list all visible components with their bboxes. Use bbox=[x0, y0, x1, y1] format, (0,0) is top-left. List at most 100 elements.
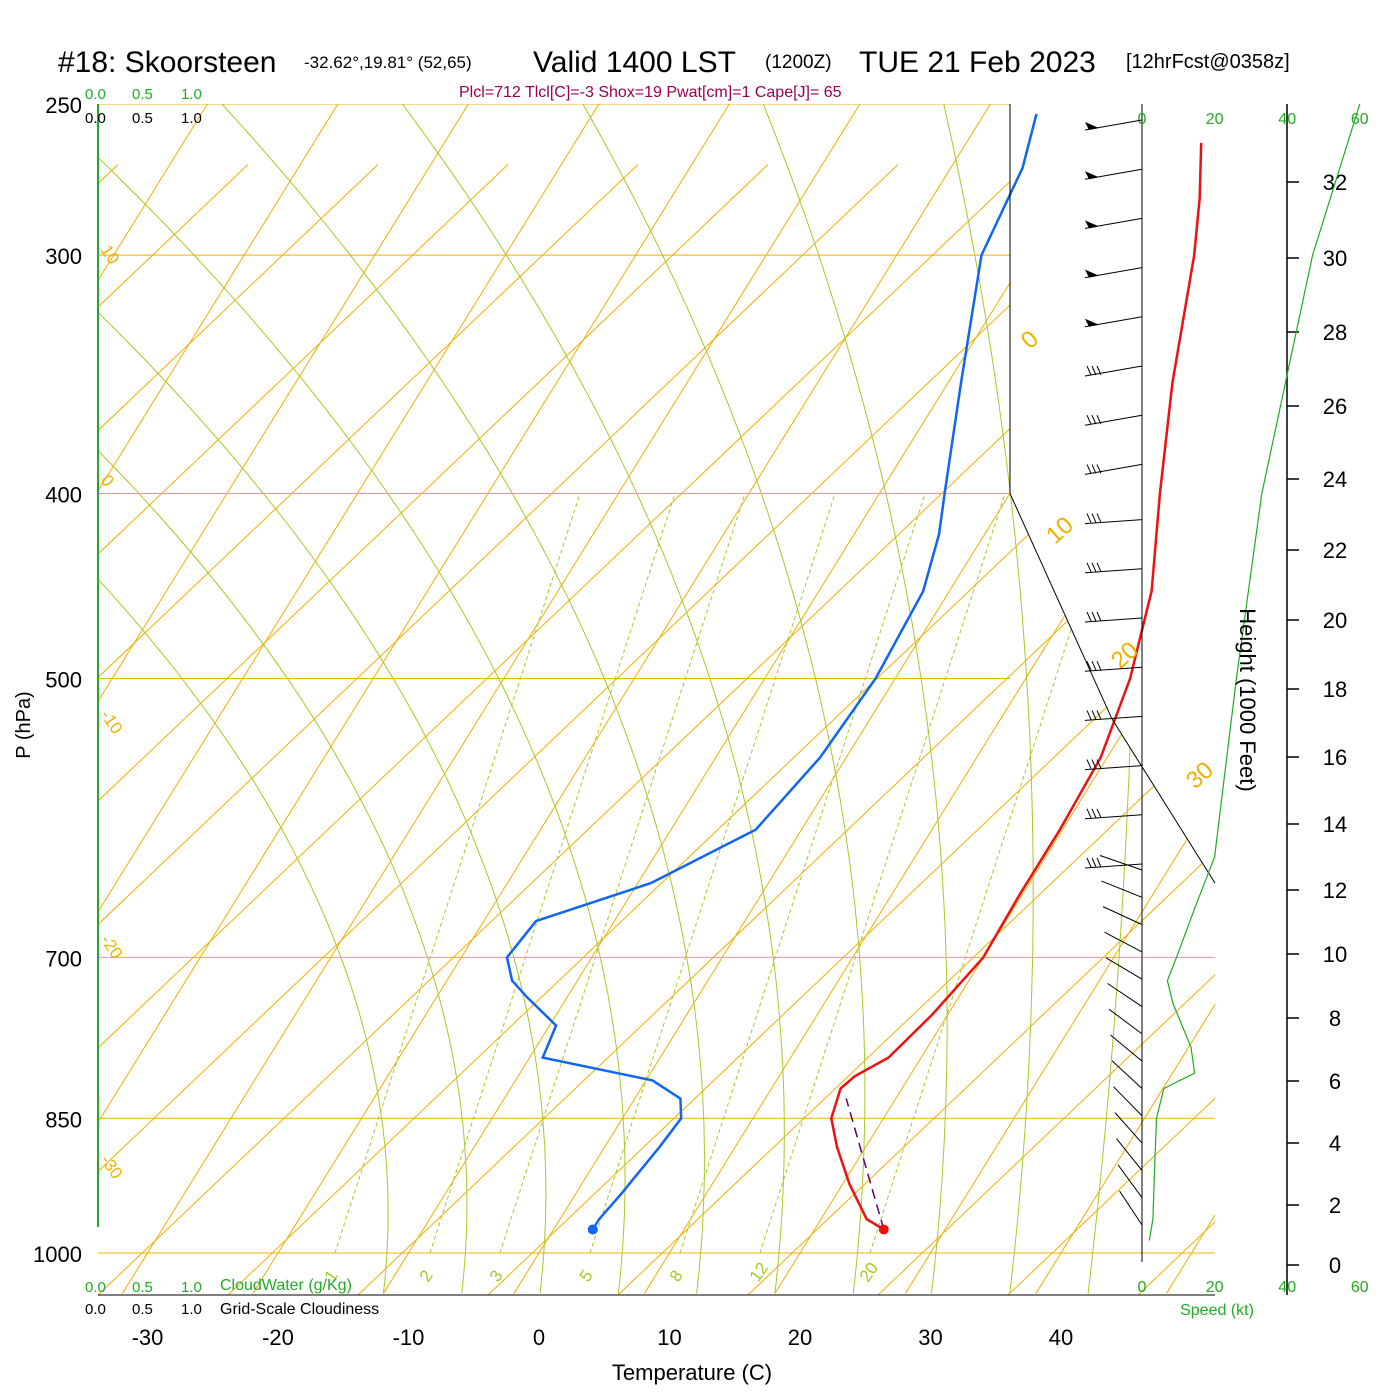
wind-barb bbox=[1084, 562, 1143, 574]
isotherm-line bbox=[644, 104, 1215, 1294]
wind-panel: 0246810121416182022242628303200202040406… bbox=[1084, 103, 1369, 1296]
moist-adiabat-line bbox=[401, 104, 785, 1294]
wind-barb bbox=[1084, 365, 1143, 377]
station-coords: -32.62°,19.81° (52,65) bbox=[304, 53, 472, 72]
wind-barb bbox=[1101, 880, 1143, 898]
dry-adiabat-line bbox=[98, 164, 1029, 1295]
height-tick-label: 10 bbox=[1323, 942, 1347, 967]
wind-barb bbox=[1084, 463, 1143, 475]
pressure-tick-label: 250 bbox=[45, 93, 82, 118]
wind-barb-staff bbox=[1084, 568, 1143, 574]
isotherm-line bbox=[98, 104, 229, 1294]
dry-adiabat-line bbox=[877, 164, 1215, 1295]
wind-barb-feather bbox=[1096, 660, 1102, 671]
dry-adiabat-line bbox=[98, 164, 639, 1295]
cloudiness-tick-0: 0.0 bbox=[85, 110, 106, 127]
wind-barb-staff bbox=[1105, 957, 1143, 980]
wind-barb-feather bbox=[1096, 365, 1102, 376]
wind-barb-feather bbox=[1091, 365, 1097, 376]
height-tick-label: 28 bbox=[1323, 320, 1347, 345]
stability-indices: Plcl=712 Tlcl[C]=-3 Shox=19 Pwat[cm]=1 C… bbox=[459, 84, 842, 101]
dry-adiabat-line bbox=[1007, 164, 1215, 1295]
wind-barb-feather bbox=[1096, 562, 1102, 573]
pressure-tick-label: 400 bbox=[45, 483, 82, 508]
plot-frame bbox=[97, 104, 1216, 1296]
mixing-ratio-label: 3 bbox=[486, 1267, 507, 1286]
wind-barb-staff bbox=[1084, 365, 1143, 377]
dry-adiabat-line bbox=[617, 164, 1215, 1295]
height-tick-label: 0 bbox=[1329, 1253, 1341, 1278]
wind-barb-feather bbox=[1091, 611, 1097, 622]
wind-barb-feather bbox=[1091, 464, 1097, 474]
moist-adiabat-line bbox=[98, 104, 547, 1294]
wind-barb bbox=[1105, 957, 1143, 980]
wind-barb bbox=[1084, 513, 1143, 525]
speed-tick-label-bottom: 0 bbox=[1138, 1279, 1147, 1296]
cloudwater-tick-1: 0.5 bbox=[132, 86, 153, 103]
wind-barb-feather bbox=[1086, 513, 1092, 523]
wind-speed-line bbox=[1148, 103, 1361, 1241]
wind-barb bbox=[1107, 983, 1143, 1007]
wind-barb-staff bbox=[1084, 519, 1143, 525]
temperature-tick-label: 40 bbox=[1049, 1325, 1073, 1350]
cloudiness-label: Grid-Scale Cloudiness bbox=[220, 1301, 379, 1318]
pressure-tick-label: 850 bbox=[45, 1107, 82, 1132]
height-tick-label: 12 bbox=[1323, 878, 1347, 903]
mixing-ratio-line bbox=[499, 493, 746, 1254]
wind-barb-staff bbox=[1114, 1112, 1143, 1144]
cloudwater-tick-2: 1.0 bbox=[181, 86, 202, 103]
wind-barb-feather bbox=[1086, 710, 1092, 720]
wind-barb-staff bbox=[1084, 463, 1143, 475]
height-tick-label: 30 bbox=[1323, 246, 1347, 271]
wind-barb-feather bbox=[1096, 808, 1102, 819]
parcel-line bbox=[845, 1098, 885, 1230]
height-tick-label: 26 bbox=[1323, 394, 1347, 419]
moist-adiabat-line bbox=[221, 104, 705, 1294]
speed-tick-label-top: 20 bbox=[1206, 111, 1224, 128]
station-title: #18: Skoorsteen bbox=[58, 46, 276, 79]
wind-barb-feather bbox=[1091, 857, 1097, 868]
height-tick-label: 14 bbox=[1323, 812, 1347, 837]
wind-barb bbox=[1084, 414, 1143, 426]
isotherm-line bbox=[383, 104, 1143, 1294]
mixing-ratio-label: 20 bbox=[856, 1259, 882, 1285]
zulu-time: (1200Z) bbox=[765, 52, 832, 73]
wind-barb bbox=[1084, 759, 1143, 771]
isotherm-label: -30 bbox=[97, 1151, 127, 1182]
wind-barb bbox=[1113, 1086, 1143, 1117]
temperature-tick-label: -20 bbox=[262, 1325, 294, 1350]
pressure-tick-label: 700 bbox=[45, 946, 82, 971]
height-tick-label: 18 bbox=[1323, 677, 1347, 702]
mixing-ratio-line bbox=[334, 493, 581, 1254]
dry-adiabat-line bbox=[98, 164, 509, 1295]
wind-barb-feather bbox=[1091, 562, 1097, 573]
height-tick-label: 22 bbox=[1323, 538, 1347, 563]
isotherm-line bbox=[1166, 104, 1215, 1294]
wind-barb bbox=[1116, 1138, 1143, 1171]
wind-barb-feather bbox=[1096, 759, 1102, 769]
temperature-tick-label: 10 bbox=[657, 1325, 681, 1350]
mixing-ratio-label: 2 bbox=[416, 1267, 437, 1286]
temperature-tick-label: 30 bbox=[918, 1325, 942, 1350]
speed-tick-label-top: 40 bbox=[1278, 111, 1296, 128]
isotherm-label: -10 bbox=[97, 706, 127, 737]
wind-barb bbox=[1084, 710, 1143, 721]
wind-barb-feather bbox=[1086, 759, 1092, 769]
cloudiness-bottom-tick-2: 1.0 bbox=[181, 1301, 202, 1318]
isotherm-line bbox=[122, 104, 882, 1294]
wind-barb bbox=[1084, 316, 1143, 328]
forecast-tag: [12hrFcst@0358z] bbox=[1126, 51, 1290, 73]
cloudiness-tick-1: 0.5 bbox=[132, 110, 153, 127]
height-tick-label: 20 bbox=[1323, 608, 1347, 633]
wind-barb bbox=[1111, 1060, 1143, 1089]
wind-barb-staff bbox=[1108, 1008, 1143, 1035]
forecast-date: TUE 21 Feb 2023 bbox=[859, 46, 1096, 79]
speed-tick-label-top: 0 bbox=[1138, 111, 1147, 128]
wind-barb bbox=[1084, 611, 1143, 623]
wind-barb bbox=[1084, 119, 1143, 131]
wind-barb-flag bbox=[1085, 220, 1099, 229]
isotherm-label-right: 0 bbox=[1016, 325, 1044, 354]
height-axis-title: Height (1000 Feet) bbox=[1235, 608, 1260, 791]
